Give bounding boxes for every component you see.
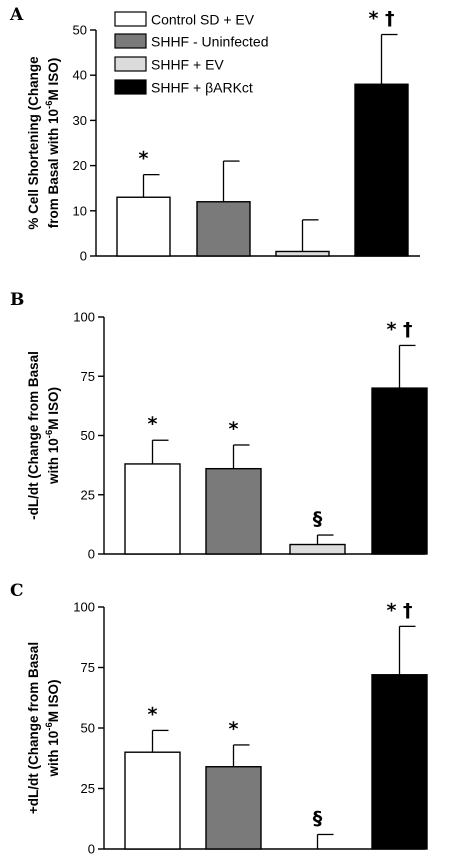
y-tick-label: 75	[81, 660, 95, 675]
bar-4	[371, 674, 428, 850]
significance-mark: * †	[386, 318, 412, 340]
y-axis-label-line2: with 10-6M ISO)	[44, 387, 61, 485]
chart-panel-c: C 0 25 50 75 100 +dL/dt (Change from Basal with…	[10, 581, 428, 857]
panel-letter: A	[9, 5, 24, 25]
y-tick-label: 50	[73, 23, 87, 38]
bar-1	[116, 196, 171, 257]
significance-mark: §	[313, 508, 323, 530]
bar-2	[205, 766, 262, 850]
y-tick-label: 25	[81, 487, 95, 502]
y-axis-label-line1: -dL/dt (Change from Basal	[26, 351, 41, 520]
bar-4	[371, 387, 428, 555]
significance-mark: * †	[368, 8, 394, 30]
bar-1	[124, 463, 181, 555]
legend-label: Control SD + EV	[151, 12, 255, 28]
bar-1	[124, 751, 181, 850]
legend-swatch	[114, 33, 147, 49]
significance-mark: *	[229, 718, 239, 740]
y-axis-label-line2: with 10-6M ISO)	[44, 680, 61, 778]
significance-mark: §	[313, 807, 323, 829]
y-axis-label-line1: % Cell Shortening (Change	[26, 56, 41, 230]
legend: Control SD + EV SHHF - Uninfected SHHF + E…	[114, 11, 268, 96]
bar-2	[205, 467, 262, 555]
bar-2	[196, 201, 251, 257]
significance-mark: *	[229, 418, 239, 440]
significance-mark: *	[148, 413, 158, 435]
panel-letter: C	[10, 581, 24, 601]
y-tick-label: 100	[73, 600, 95, 615]
y-tick-label: 0	[88, 842, 95, 857]
y-axis-label-line1: +dL/dt (Change from Basal	[26, 642, 41, 814]
y-tick-label: 50	[81, 721, 95, 736]
bar-3	[289, 543, 346, 555]
legend-label: SHHF + βARKct	[151, 80, 253, 96]
legend-swatch	[114, 56, 147, 72]
y-tick-label: 30	[73, 113, 87, 128]
significance-mark: * †	[386, 599, 412, 621]
y-tick-label: 0	[88, 547, 95, 562]
y-tick-label: 40	[73, 68, 87, 83]
legend-label: SHHF + EV	[151, 57, 224, 73]
y-tick-label: 75	[81, 369, 95, 384]
y-tick-label: 20	[73, 158, 87, 173]
significance-mark: *	[148, 703, 158, 725]
legend-swatch	[114, 11, 147, 27]
bar-3	[275, 250, 330, 257]
y-axis-label-line2: from Basal with 10-6M ISO)	[44, 58, 61, 229]
legend-label: SHHF - Uninfected	[151, 34, 268, 50]
y-tick-label: 50	[81, 428, 95, 443]
y-tick-label: 10	[73, 203, 87, 218]
chart-panel-a: A 0 10 20 30 40 50 % Cell Shortening (Change fro…	[9, 5, 420, 264]
panel-letter: B	[10, 290, 24, 310]
y-tick-label: 100	[73, 310, 95, 325]
significance-mark: *	[139, 148, 149, 170]
chart-panel-b: B 0 25 50 75 100 -dL/dt (Change from Basal with…	[10, 290, 428, 562]
bar-4	[354, 83, 409, 257]
y-tick-label: 25	[81, 781, 95, 796]
legend-swatch	[114, 79, 147, 95]
y-tick-label: 0	[80, 249, 87, 264]
